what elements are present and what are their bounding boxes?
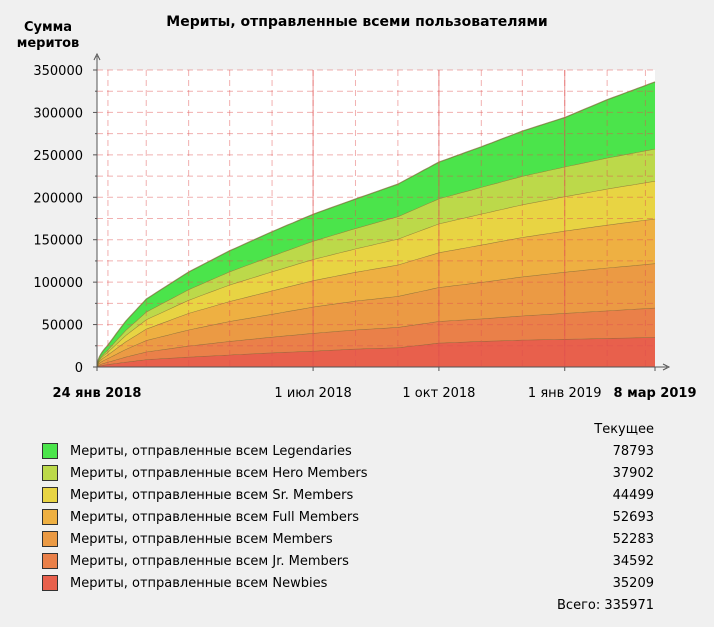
- y-tick-label: 50000: [42, 319, 83, 334]
- area-series: [97, 180, 655, 367]
- legend-label: Мериты, отправленные всем Jr. Members: [70, 553, 349, 569]
- legend-value: 35209: [612, 575, 654, 591]
- series-line: [96, 81, 656, 368]
- legend-item: Мериты, отправленные всем Jr. Members 345…: [42, 550, 662, 572]
- y-axis-label-line-2: меритов: [16, 36, 80, 51]
- y-axis-label-line-1: Сумма: [23, 20, 73, 35]
- x-tick-label: 24 янв 2018: [53, 386, 142, 401]
- legend-value: 37902: [612, 465, 654, 481]
- legend-item: Мериты, отправленные всем Sr. Members 444…: [42, 484, 662, 506]
- legend-header: Текущее: [594, 422, 654, 437]
- x-tick-label: 1 янв 2019: [528, 386, 602, 401]
- legend-swatch: [42, 509, 58, 525]
- legend-swatch: [42, 443, 58, 459]
- y-ticks: 0 50000 100000 150000 200000 250000 300000 3500…: [33, 64, 97, 376]
- x-tick-label: 8 мар 2019: [614, 386, 697, 401]
- legend-total: Всего: 335971: [557, 598, 654, 613]
- legend-swatch: [42, 553, 58, 569]
- y-tick-label: 250000: [33, 149, 83, 164]
- y-tick-label: 350000: [33, 64, 83, 79]
- x-tick-label: 1 окт 2018: [402, 386, 475, 401]
- legend-swatch: [42, 487, 58, 503]
- legend-item: Мериты, отправленные всем Members 52283: [42, 528, 662, 550]
- area-series: [97, 337, 655, 367]
- legend-label: Мериты, отправленные всем Legendaries: [70, 443, 352, 459]
- legend: Текущее Мериты, отправленные всем Legend…: [42, 420, 662, 618]
- area-series: [97, 263, 655, 367]
- legend-value: 52693: [612, 509, 654, 525]
- x-ticks: 24 янв 2018 1 июл 2018 1 окт 2018 1 янв 201…: [53, 367, 697, 401]
- area-layers: [96, 81, 656, 368]
- legend-label: Мериты, отправленные всем Members: [70, 531, 333, 547]
- y-tick-label: 150000: [33, 234, 83, 249]
- legend-value: 52283: [612, 531, 654, 547]
- x-axis-arrow: [662, 363, 671, 371]
- legend-label: Мериты, отправленные всем Newbies: [70, 575, 328, 591]
- legend-swatch: [42, 531, 58, 547]
- stacked-area-chart: 0 50000 100000 150000 200000 250000 300000 3500…: [33, 52, 697, 401]
- legend-item: Мериты, отправленные всем Newbies 35209: [42, 572, 662, 594]
- legend-swatch: [42, 575, 58, 591]
- legend-value: 34592: [612, 553, 654, 569]
- legend-label: Мериты, отправленные всем Hero Members: [70, 465, 368, 481]
- legend-label: Мериты, отправленные всем Full Members: [70, 509, 359, 525]
- grid: [97, 69, 655, 367]
- legend-item: Мериты, отправленные всем Legendaries 787…: [42, 440, 662, 462]
- area-series: [97, 81, 655, 368]
- legend-value: 44499: [612, 487, 654, 503]
- y-axis-arrow: [93, 52, 101, 61]
- y-axis-label: Сумма меритов: [8, 20, 88, 52]
- y-tick-label: 0: [75, 361, 83, 376]
- x-tick-label: 1 июл 2018: [274, 386, 351, 401]
- legend-swatch: [42, 465, 58, 481]
- y-tick-label: 200000: [33, 191, 83, 206]
- y-tick-label: 100000: [33, 276, 83, 291]
- chart-title: Мериты, отправленные всеми пользователям…: [166, 14, 548, 30]
- legend-item: Мериты, отправленные всем Full Members 52…: [42, 506, 662, 528]
- area-series: [97, 307, 655, 367]
- legend-value: 78793: [612, 443, 654, 459]
- y-tick-label: 300000: [33, 106, 83, 121]
- legend-label: Мериты, отправленные всем Sr. Members: [70, 487, 354, 503]
- area-series: [97, 148, 655, 367]
- legend-item: Мериты, отправленные всем Hero Members 37…: [42, 462, 662, 484]
- area-series: [97, 218, 655, 367]
